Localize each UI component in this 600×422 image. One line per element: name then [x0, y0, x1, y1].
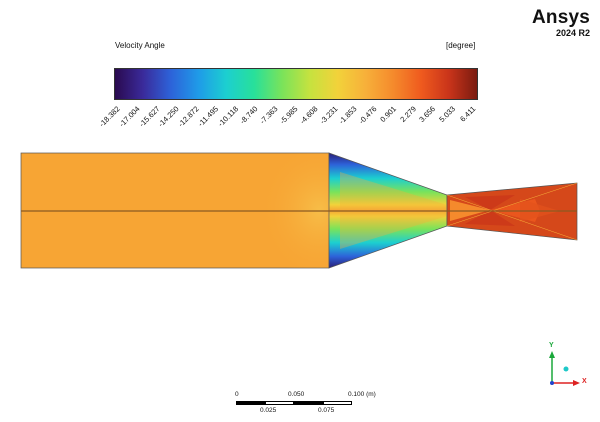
scale-label-025: 0.025 [260, 407, 277, 414]
scale-label-100: 0.100 (m) [348, 391, 376, 398]
brand-version: 2024 R2 [555, 28, 590, 38]
scale-bar: 0 0.050 0.100 (m) 0.025 0.075 [235, 391, 376, 415]
ansys-logo: Ansys 2024 R2 [531, 7, 590, 39]
scale-label-0: 0 [235, 391, 239, 398]
axis-triad: Y X [540, 342, 590, 395]
scale-label-050: 0.050 [288, 391, 305, 398]
color-legend-bar [114, 68, 478, 100]
legend-unit: [degree] [446, 41, 476, 50]
x-axis-label: X [582, 378, 587, 385]
scale-label-075: 0.075 [318, 407, 335, 414]
y-axis-label: Y [549, 342, 554, 349]
legend-title: Velocity Angle [115, 41, 165, 50]
brand-name: Ansys [531, 7, 590, 28]
